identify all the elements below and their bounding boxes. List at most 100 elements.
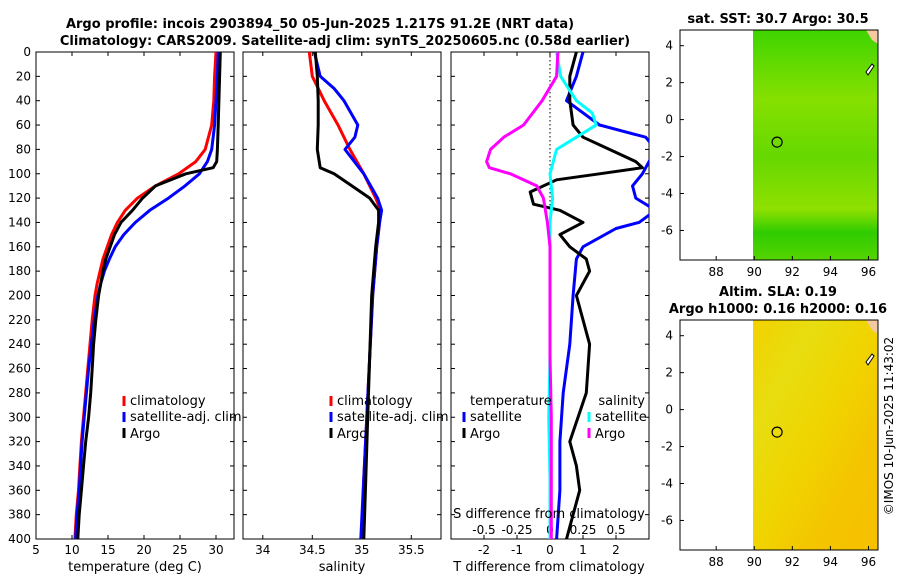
x-tick-label: 20 (136, 543, 151, 557)
map-lat-label: 2 (665, 76, 673, 90)
sla-field (753, 320, 878, 550)
depth-tick-label: 400 (8, 532, 31, 546)
temperature-panel: 0204060801001201401601802002202402602803… (8, 45, 649, 575)
map-lat-label: -2 (661, 150, 673, 164)
x-tick-label: 30 (208, 543, 223, 557)
depth-tick-label: 20 (16, 69, 31, 83)
difference-lines (485, 52, 649, 539)
temperature-legend-climatology: climatology (130, 394, 206, 409)
salinity-panel: 34 34.5 35 35.5 salinity climatology satell… (242, 51, 449, 575)
x-tick-label: 5 (32, 543, 40, 557)
sst-profile-marker (771, 136, 783, 148)
depth-tick-label: 220 (8, 313, 31, 327)
depth-tick-label: 40 (16, 94, 31, 108)
map-lat-label: 4 (665, 39, 673, 53)
map-lon-label: 92 (785, 555, 800, 569)
sst-island-icon (865, 63, 875, 76)
sst-map-axes: 88 90 92 94 96 4 2 0 -2 -4 -6 (661, 39, 876, 279)
depth-tick-label: 320 (8, 435, 31, 449)
legend-temperature-title: temperature (470, 394, 552, 409)
map-lat-label: -4 (661, 186, 673, 200)
legend-t-argo: Argo (470, 427, 500, 442)
temperature-legend-satellite: satellite-adj. clim (130, 410, 242, 425)
map-lat-label: 2 (665, 366, 673, 380)
depth-tick-label: 300 (8, 410, 31, 424)
temperature-lines (73, 52, 222, 539)
map-lon-label: 92 (785, 265, 800, 279)
sla-profile-marker (771, 426, 783, 438)
map-lat-label: 4 (665, 329, 673, 343)
x-tick-label: 35 (354, 543, 369, 557)
s-tick-label: -0.5 (472, 523, 495, 537)
map-lon-label: 96 (861, 555, 876, 569)
depth-axis: 0 20 40 60 80 100 120 140 160 180 200 220 240 260 280 3… (8, 45, 649, 546)
difference-legend: temperature satellite Argo salinity sate… (462, 394, 647, 442)
series-line-climatology (73, 52, 218, 539)
map-lat-label: -4 (661, 476, 673, 490)
map-lon-label: 88 (709, 265, 724, 279)
sst-map-title: sat. SST: 30.7 Argo: 30.5 (687, 12, 868, 27)
sla-map: Altim. SLA: 0.19 Argo h1000: 0.16 h2000:… (661, 285, 887, 569)
temperature-x-axis: 5 10 15 20 25 30 (32, 52, 224, 557)
s-tick-label: 0.5 (606, 523, 625, 537)
depth-tick-label: 0 (23, 45, 31, 59)
figure-title-line2: Climatology: CARS2009. Satellite-adj cli… (60, 34, 630, 49)
s-tick-label: 0.25 (570, 523, 597, 537)
series-line-argo (313, 52, 381, 539)
depth-tick-label: 200 (8, 289, 31, 303)
x-tick-label: 35.5 (398, 543, 425, 557)
legend-salinity-title: salinity (598, 394, 645, 409)
salinity-legend-satellite: satellite-adj. clim (337, 410, 449, 425)
difference-x-axis: -2 -1 0 1 2 (478, 52, 620, 557)
series-line-t-argo (528, 52, 644, 539)
temperature-axes-box (35, 51, 235, 540)
x-tick-label: 25 (172, 543, 187, 557)
depth-tick-label: 60 (16, 118, 31, 132)
legend-t-satellite: satellite (470, 410, 522, 425)
difference-xlabel-top: S difference from climatology (453, 507, 645, 522)
x-tick-label: 1 (579, 543, 587, 557)
map-lon-label: 94 (823, 555, 838, 569)
map-lon-label: 90 (747, 265, 762, 279)
depth-tick-label: 80 (16, 142, 31, 156)
map-lat-label: -6 (661, 223, 673, 237)
map-lat-label: -2 (661, 440, 673, 454)
sla-map-title-line1: Altim. SLA: 0.19 (719, 285, 837, 300)
x-tick-label: -2 (478, 543, 490, 557)
legend-s-argo: Argo (595, 427, 625, 442)
sla-map-axes: 88 90 92 94 96 4 2 0 -2 -4 -6 (661, 329, 876, 569)
salinity-legend-climatology: climatology (337, 394, 413, 409)
sla-map-title-line2: Argo h1000: 0.16 h2000: 0.16 (669, 302, 887, 317)
x-tick-label: 34 (255, 543, 270, 557)
sla-island-icon (865, 353, 875, 366)
salinity-x-axis: 34 34.5 35 35.5 (255, 52, 425, 557)
depth-tick-label: 140 (8, 215, 31, 229)
depth-tick-label: 280 (8, 386, 31, 400)
map-lon-label: 96 (861, 265, 876, 279)
map-lon-label: 90 (747, 555, 762, 569)
x-tick-label: 0 (546, 543, 554, 557)
salinity-lines (307, 52, 384, 539)
sst-land-patch (866, 30, 878, 44)
series-line-s-argo (485, 52, 560, 539)
sst-map: sat. SST: 30.7 Argo: 30.5 88 90 92 94 96 4 2 0 -… (661, 12, 879, 279)
x-tick-label: 34.5 (299, 543, 326, 557)
depth-tick-label: 260 (8, 362, 31, 376)
figure-title-line1: Argo profile: incois 2903894_50 05-Jun-2… (66, 17, 574, 32)
series-line-t-satellite (555, 52, 649, 539)
map-lat-label: 0 (665, 403, 673, 417)
difference-panel: -2 -1 0 1 2 -0.5 -0.25 0 0.25 0.5 T difference f… (450, 51, 650, 575)
temperature-legend-argo: Argo (130, 427, 160, 442)
depth-tick-label: 160 (8, 240, 31, 254)
depth-tick-label: 340 (8, 459, 31, 473)
map-lon-label: 88 (709, 555, 724, 569)
x-tick-label: 15 (100, 543, 115, 557)
map-lat-label: 0 (665, 113, 673, 127)
x-tick-label: 2 (612, 543, 620, 557)
x-tick-label: 10 (64, 543, 79, 557)
s-tick-label: -0.25 (501, 523, 532, 537)
salinity-xlabel: salinity (319, 560, 366, 575)
imos-timestamp: ©IMOS 10-Jun-2025 11:43:02 (882, 337, 896, 515)
salinity-legend: climatology satellite-adj. clim Argo (329, 394, 449, 442)
